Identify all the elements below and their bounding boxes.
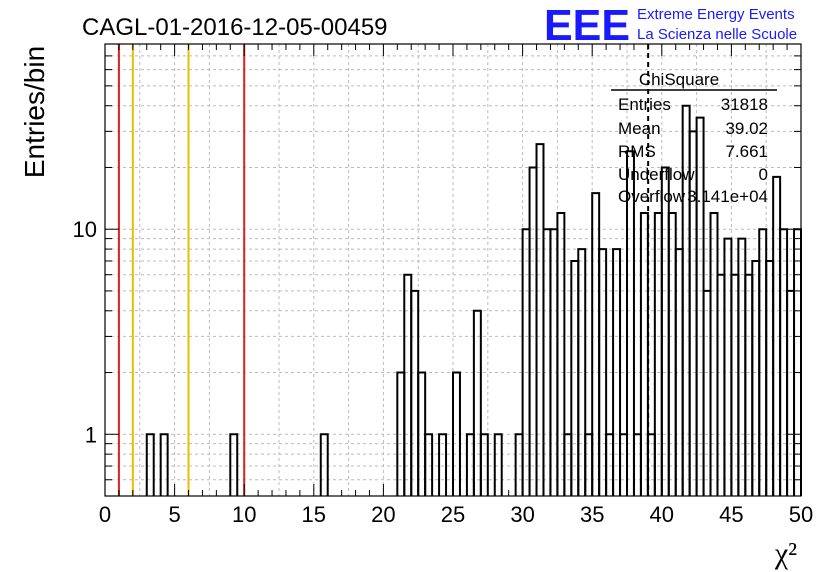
histogram-bin [786, 289, 796, 496]
stats-label: RMS [618, 142, 656, 161]
histogram-bin [765, 259, 775, 496]
histogram-bin [528, 166, 538, 496]
histogram-bin [716, 273, 726, 496]
x-axis-label: χ² [774, 537, 797, 570]
stats-row: Overflow 3.141e+04 [618, 187, 768, 206]
logo-line-1: Extreme Energy Events [637, 6, 795, 23]
x-tick-label: 10 [232, 502, 256, 527]
x-tick-label: 5 [168, 502, 180, 527]
histogram-bin [660, 166, 670, 496]
histogram-bin [612, 248, 622, 496]
x-tick-label: 40 [650, 502, 674, 527]
histogram-bin [758, 228, 768, 496]
histogram-bin [653, 211, 663, 496]
histogram-bin [438, 433, 448, 496]
stats-value: 7.661 [725, 142, 768, 161]
y-tick-label: 1 [85, 422, 97, 447]
histogram-bin [702, 289, 712, 496]
histogram-bin [779, 228, 789, 496]
chart-title: CAGL-01-2016-12-05-00459 [82, 14, 388, 41]
x-tick-label: 45 [719, 502, 743, 527]
histogram-bin [744, 273, 754, 496]
histogram-bin [577, 248, 587, 496]
x-tick-label: 25 [441, 502, 465, 527]
eee-logo: EEE Extreme Energy Events La Scienza nel… [544, 1, 797, 50]
histogram-bin [549, 228, 559, 496]
stats-row: Mean 39.02 [618, 119, 768, 138]
x-tick-label: 30 [510, 502, 534, 527]
histogram-bin [479, 433, 489, 496]
threshold-lines [117, 44, 650, 496]
x-axis-ticks: 0 5 10 15 20 25 30 35 40 45 50 [99, 44, 813, 527]
stats-label: Entries [618, 95, 671, 114]
x-tick-label: 0 [99, 502, 111, 527]
histogram-bin [667, 211, 677, 496]
histogram-bin [493, 433, 503, 496]
grid-lines [105, 44, 801, 496]
y-tick-label: 10 [73, 217, 97, 242]
histogram-bin [159, 433, 169, 496]
histogram-bin [542, 228, 552, 496]
x-tick-label: 35 [580, 502, 604, 527]
histogram-bin [472, 309, 482, 496]
histogram-bin [410, 289, 420, 496]
histogram-bin [452, 371, 461, 496]
histogram-bin [639, 211, 649, 496]
stats-label: Mean [618, 119, 661, 138]
histogram-bin [723, 237, 733, 496]
x-tick-label: 20 [371, 502, 395, 527]
histogram-bin [598, 248, 608, 496]
histogram-bin [403, 273, 413, 496]
stats-value: 3.141e+04 [687, 187, 768, 206]
histogram-bin [521, 228, 531, 496]
stats-value: 39.02 [725, 119, 768, 138]
x-tick-label: 50 [789, 502, 813, 527]
histogram-bins [145, 104, 802, 496]
stats-box: ChiSquare Entries 31818 Mean 39.02 RMS 7… [611, 70, 777, 206]
histogram-bin [737, 237, 747, 496]
histogram-bin [145, 433, 155, 496]
histogram-bin [793, 228, 802, 496]
histogram-bin [556, 211, 566, 496]
histogram-bin [626, 150, 635, 496]
y-axis-ticks: 1 10 [73, 55, 801, 481]
stats-row: RMS 7.661 [618, 142, 768, 161]
histogram-bin [730, 273, 740, 496]
histogram-bin [319, 433, 329, 496]
histogram-bin [424, 433, 434, 496]
logo-line-2: La Scienza nelle Scuole [637, 26, 797, 43]
stats-label: Overflow [618, 187, 686, 206]
stats-row: Entries 31818 [618, 95, 768, 114]
histogram-bin [695, 116, 705, 496]
stats-value: 0 [759, 165, 768, 184]
stats-title: ChiSquare [639, 70, 719, 89]
stats-label: Underflow [618, 165, 695, 184]
stats-value: 31818 [721, 95, 768, 114]
logo-mark: EEE [544, 1, 630, 50]
histogram-bin [229, 433, 239, 496]
stats-row: Underflow 0 [618, 165, 768, 184]
x-tick-label: 15 [302, 502, 326, 527]
histogram-bin [751, 259, 761, 496]
histogram-bin [709, 211, 719, 496]
histogram-bin [570, 259, 580, 496]
y-axis-label: Entries/bin [19, 46, 50, 178]
